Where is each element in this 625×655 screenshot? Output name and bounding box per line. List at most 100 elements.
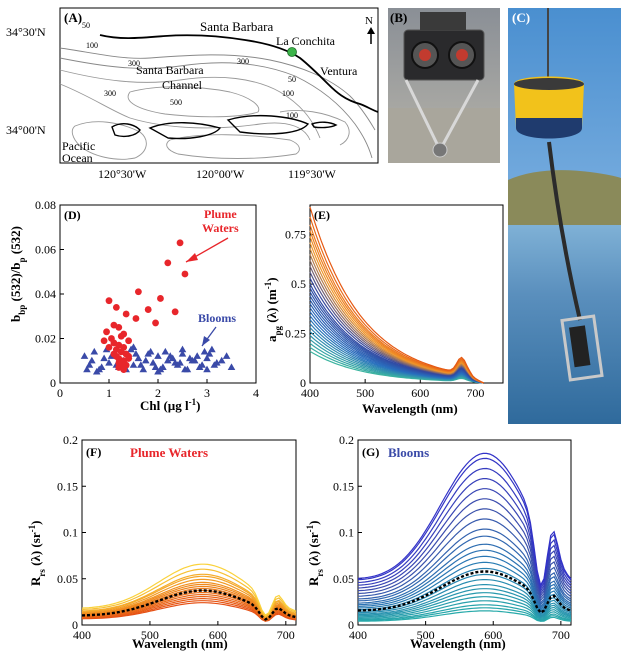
- scatter-point-bloom: [178, 350, 187, 357]
- scatter-point-bloom: [151, 363, 160, 371]
- photo-c-sea: [508, 225, 621, 424]
- scatter-point-bloom: [149, 358, 157, 366]
- x-tick-label: 2: [155, 386, 161, 400]
- annotation-plume: Plume: [204, 207, 237, 221]
- scatter-point-plume: [135, 288, 142, 296]
- scatter-point-plume: [176, 239, 184, 247]
- x-tick-label: 500: [417, 628, 435, 642]
- y-tick-label: 0.2: [63, 433, 78, 447]
- scatter-point-bloom: [132, 350, 140, 357]
- scatter-point-plume: [122, 310, 130, 318]
- contour-label: 100: [286, 111, 298, 120]
- x-tick-label: 700: [277, 628, 295, 642]
- tether: [547, 141, 582, 321]
- instrument-package: [569, 325, 591, 368]
- x-tick-label: 500: [141, 628, 159, 642]
- x-tick-label: 700: [466, 386, 484, 400]
- scatter-point-bloom: [190, 356, 199, 364]
- island-santa-rosa: [148, 122, 222, 140]
- panel-d-scatter: 0 1 2 3 400.020.040.060.08 (D) Plume Waters …: [8, 198, 259, 413]
- y-tick-label: 0: [72, 618, 78, 632]
- y-tick-label: 0.1: [63, 526, 78, 540]
- scatter-point-bloom: [129, 361, 138, 368]
- y-tick-label: 0.05: [333, 572, 354, 586]
- panel-c-label: (C): [512, 10, 530, 25]
- y-tick-label: 0.75: [285, 228, 306, 242]
- contour-label: 50: [288, 75, 296, 84]
- rrs-line: [357, 549, 572, 609]
- blooms-arrowhead: [202, 336, 210, 346]
- contour-300: [59, 69, 321, 139]
- instrument-cage: [560, 314, 604, 382]
- scatter-point-bloom: [186, 354, 194, 362]
- rrs-line: [357, 561, 572, 612]
- buoy-base: [516, 118, 582, 139]
- place-ventura: Ventura: [320, 64, 358, 78]
- scatter-point-bloom: [85, 361, 94, 368]
- rrs-mean-line: [81, 589, 297, 621]
- panel-e-label: (E): [314, 208, 330, 222]
- lat-label-north: 34°30'N: [6, 25, 46, 39]
- scatter-point-bloom: [80, 352, 89, 359]
- scatter-point-bloom: [146, 347, 155, 355]
- scatter-point-bloom: [90, 347, 99, 355]
- scatter-point-plume: [152, 319, 159, 327]
- map-frame: [59, 7, 379, 164]
- rrs-line: [357, 528, 572, 604]
- plot-f-xlabel: Wavelength (nm): [132, 636, 228, 651]
- panel-f-label: (F): [86, 445, 101, 459]
- plot-f-title: Plume Waters: [130, 445, 208, 460]
- scatter-point-plume: [120, 330, 128, 338]
- rrs-line: [81, 563, 297, 616]
- absorption-line: [309, 206, 484, 384]
- island-santa-cruz: [226, 114, 310, 135]
- scatter-point-bloom: [164, 356, 172, 364]
- sensor-left-lens: [419, 49, 431, 61]
- rrs-line: [358, 604, 572, 621]
- panel-d-label: (D): [64, 208, 81, 222]
- scatter-point-bloom: [227, 363, 236, 371]
- scatter-point-plume: [164, 259, 172, 267]
- la-conchita-marker: [287, 47, 297, 57]
- x-tick-label: 600: [209, 628, 227, 642]
- panel-a-label: (A): [64, 10, 82, 25]
- contour-label: 300: [237, 57, 249, 66]
- scatter-point-bloom: [203, 365, 211, 373]
- scatter-point-bloom: [83, 365, 91, 373]
- panel-c-photo: (C): [508, 8, 621, 424]
- contour-500: [127, 86, 260, 118]
- scatter-point-plume: [105, 344, 113, 351]
- plot-g-ylabel: Rrs (λ) (sr-1): [305, 521, 325, 586]
- annotation-plume-2: Waters: [202, 221, 239, 235]
- lon-label-east: 119°30'W: [288, 167, 337, 181]
- scatter-point-plume: [157, 295, 164, 302]
- scatter-point-bloom: [178, 345, 187, 353]
- rrs-line: [358, 596, 572, 620]
- sensor-right-lens: [456, 49, 468, 61]
- contour-300b: [59, 83, 311, 141]
- scatter-point-plume: [115, 359, 123, 367]
- panel-f-rrs-plume: 400 500 600 700 0 0.05 0.1 0.15 0.2 (F) Plume Wa…: [27, 433, 297, 651]
- panel-e-absorption: 400 500 600 700 0 0.25 0.5 0.75 (E) Wavelength …: [263, 204, 504, 416]
- scatter-point-bloom: [134, 354, 143, 362]
- rrs-line: [357, 610, 572, 622]
- scatter-point-bloom: [88, 356, 96, 364]
- x-tick-label: 500: [356, 386, 374, 400]
- rrs-line: [358, 584, 572, 617]
- scatter-point-bloom: [92, 367, 101, 375]
- photo-c-hills: [508, 170, 621, 230]
- y-tick-label: 0.05: [57, 572, 78, 586]
- scatter-point-bloom: [176, 358, 184, 366]
- x-tick-label: 0: [57, 386, 63, 400]
- scatter-point-bloom: [195, 363, 204, 371]
- scatter-point-bloom: [222, 352, 231, 359]
- contour-label: 50: [82, 21, 90, 30]
- scatter-point-bloom: [200, 347, 209, 355]
- plot-f-ylabel: Rrs (λ) (sr-1): [27, 521, 47, 586]
- scatter-point-bloom: [141, 356, 150, 364]
- contour-island-ring2: [166, 134, 300, 159]
- annotation-blooms: Blooms: [198, 311, 236, 325]
- rrs-line: [357, 488, 572, 595]
- place-sb-channel-1: Santa Barbara: [136, 63, 204, 77]
- rrs-line: [357, 535, 572, 606]
